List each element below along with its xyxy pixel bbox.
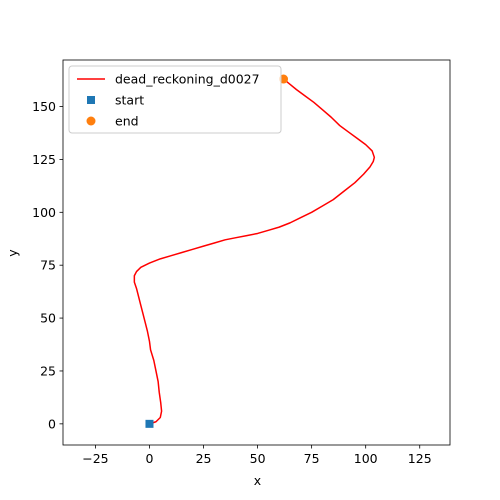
x-axis-ticks: −25 0 25 50 75 100 125 <box>82 445 432 466</box>
series-line-dead_reckoning_d0027 <box>133 78 376 425</box>
legend-circle-swatch <box>86 116 96 126</box>
y-axis-label: y <box>5 249 20 257</box>
axes-frame <box>62 59 451 446</box>
x-axis-label: x <box>254 473 261 488</box>
y-tick-label: 100 <box>32 205 56 220</box>
legend-square-swatch <box>87 96 95 104</box>
x-tick-label: 100 <box>354 451 378 466</box>
y-tick-label: 0 <box>48 416 56 431</box>
legend-label: dead_reckoning_d0027 <box>115 72 260 87</box>
y-tick-label: 125 <box>32 152 56 167</box>
y-axis-ticks: 0 25 50 75 100 125 150 <box>32 99 63 431</box>
x-tick-label: 75 <box>304 451 320 466</box>
y-tick-label: 25 <box>40 363 56 378</box>
x-tick-label: 50 <box>250 451 266 466</box>
legend-label: start <box>115 93 144 108</box>
y-tick-label: 50 <box>40 311 56 326</box>
x-tick-label: 0 <box>146 451 154 466</box>
x-tick-label: 25 <box>196 451 212 466</box>
y-tick-label: 75 <box>40 258 56 273</box>
legend-label: end <box>115 114 139 129</box>
x-tick-label: 125 <box>408 451 432 466</box>
start-marker <box>145 419 154 428</box>
x-tick-label: −25 <box>82 451 108 466</box>
y-tick-label: 150 <box>32 99 56 114</box>
legend-box <box>68 65 282 134</box>
